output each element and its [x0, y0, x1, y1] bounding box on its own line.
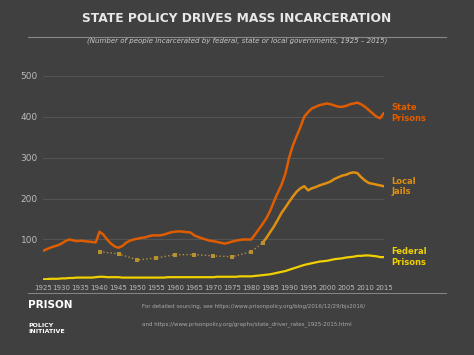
Text: Federal
Prisons: Federal Prisons [391, 247, 427, 267]
Text: For detailed sourcing, see https://www.prisonpolicy.org/blog/2016/12/29/bjs2016/: For detailed sourcing, see https://www.p… [142, 304, 365, 308]
Text: POLICY
INITIATIVE: POLICY INITIATIVE [28, 323, 65, 334]
Text: Local
Jails: Local Jails [391, 176, 416, 196]
Text: (Number of people incarcerated by federal, state or local governments, 1925 – 20: (Number of people incarcerated by federa… [87, 37, 387, 44]
Text: PRISON: PRISON [28, 300, 73, 310]
Text: STATE POLICY DRIVES MASS INCARCERATION: STATE POLICY DRIVES MASS INCARCERATION [82, 12, 392, 26]
Text: State
Prisons: State Prisons [391, 103, 426, 122]
Text: and https://www.prisonpolicy.org/graphs/state_driver_rates_1925-2015.html: and https://www.prisonpolicy.org/graphs/… [142, 321, 352, 327]
